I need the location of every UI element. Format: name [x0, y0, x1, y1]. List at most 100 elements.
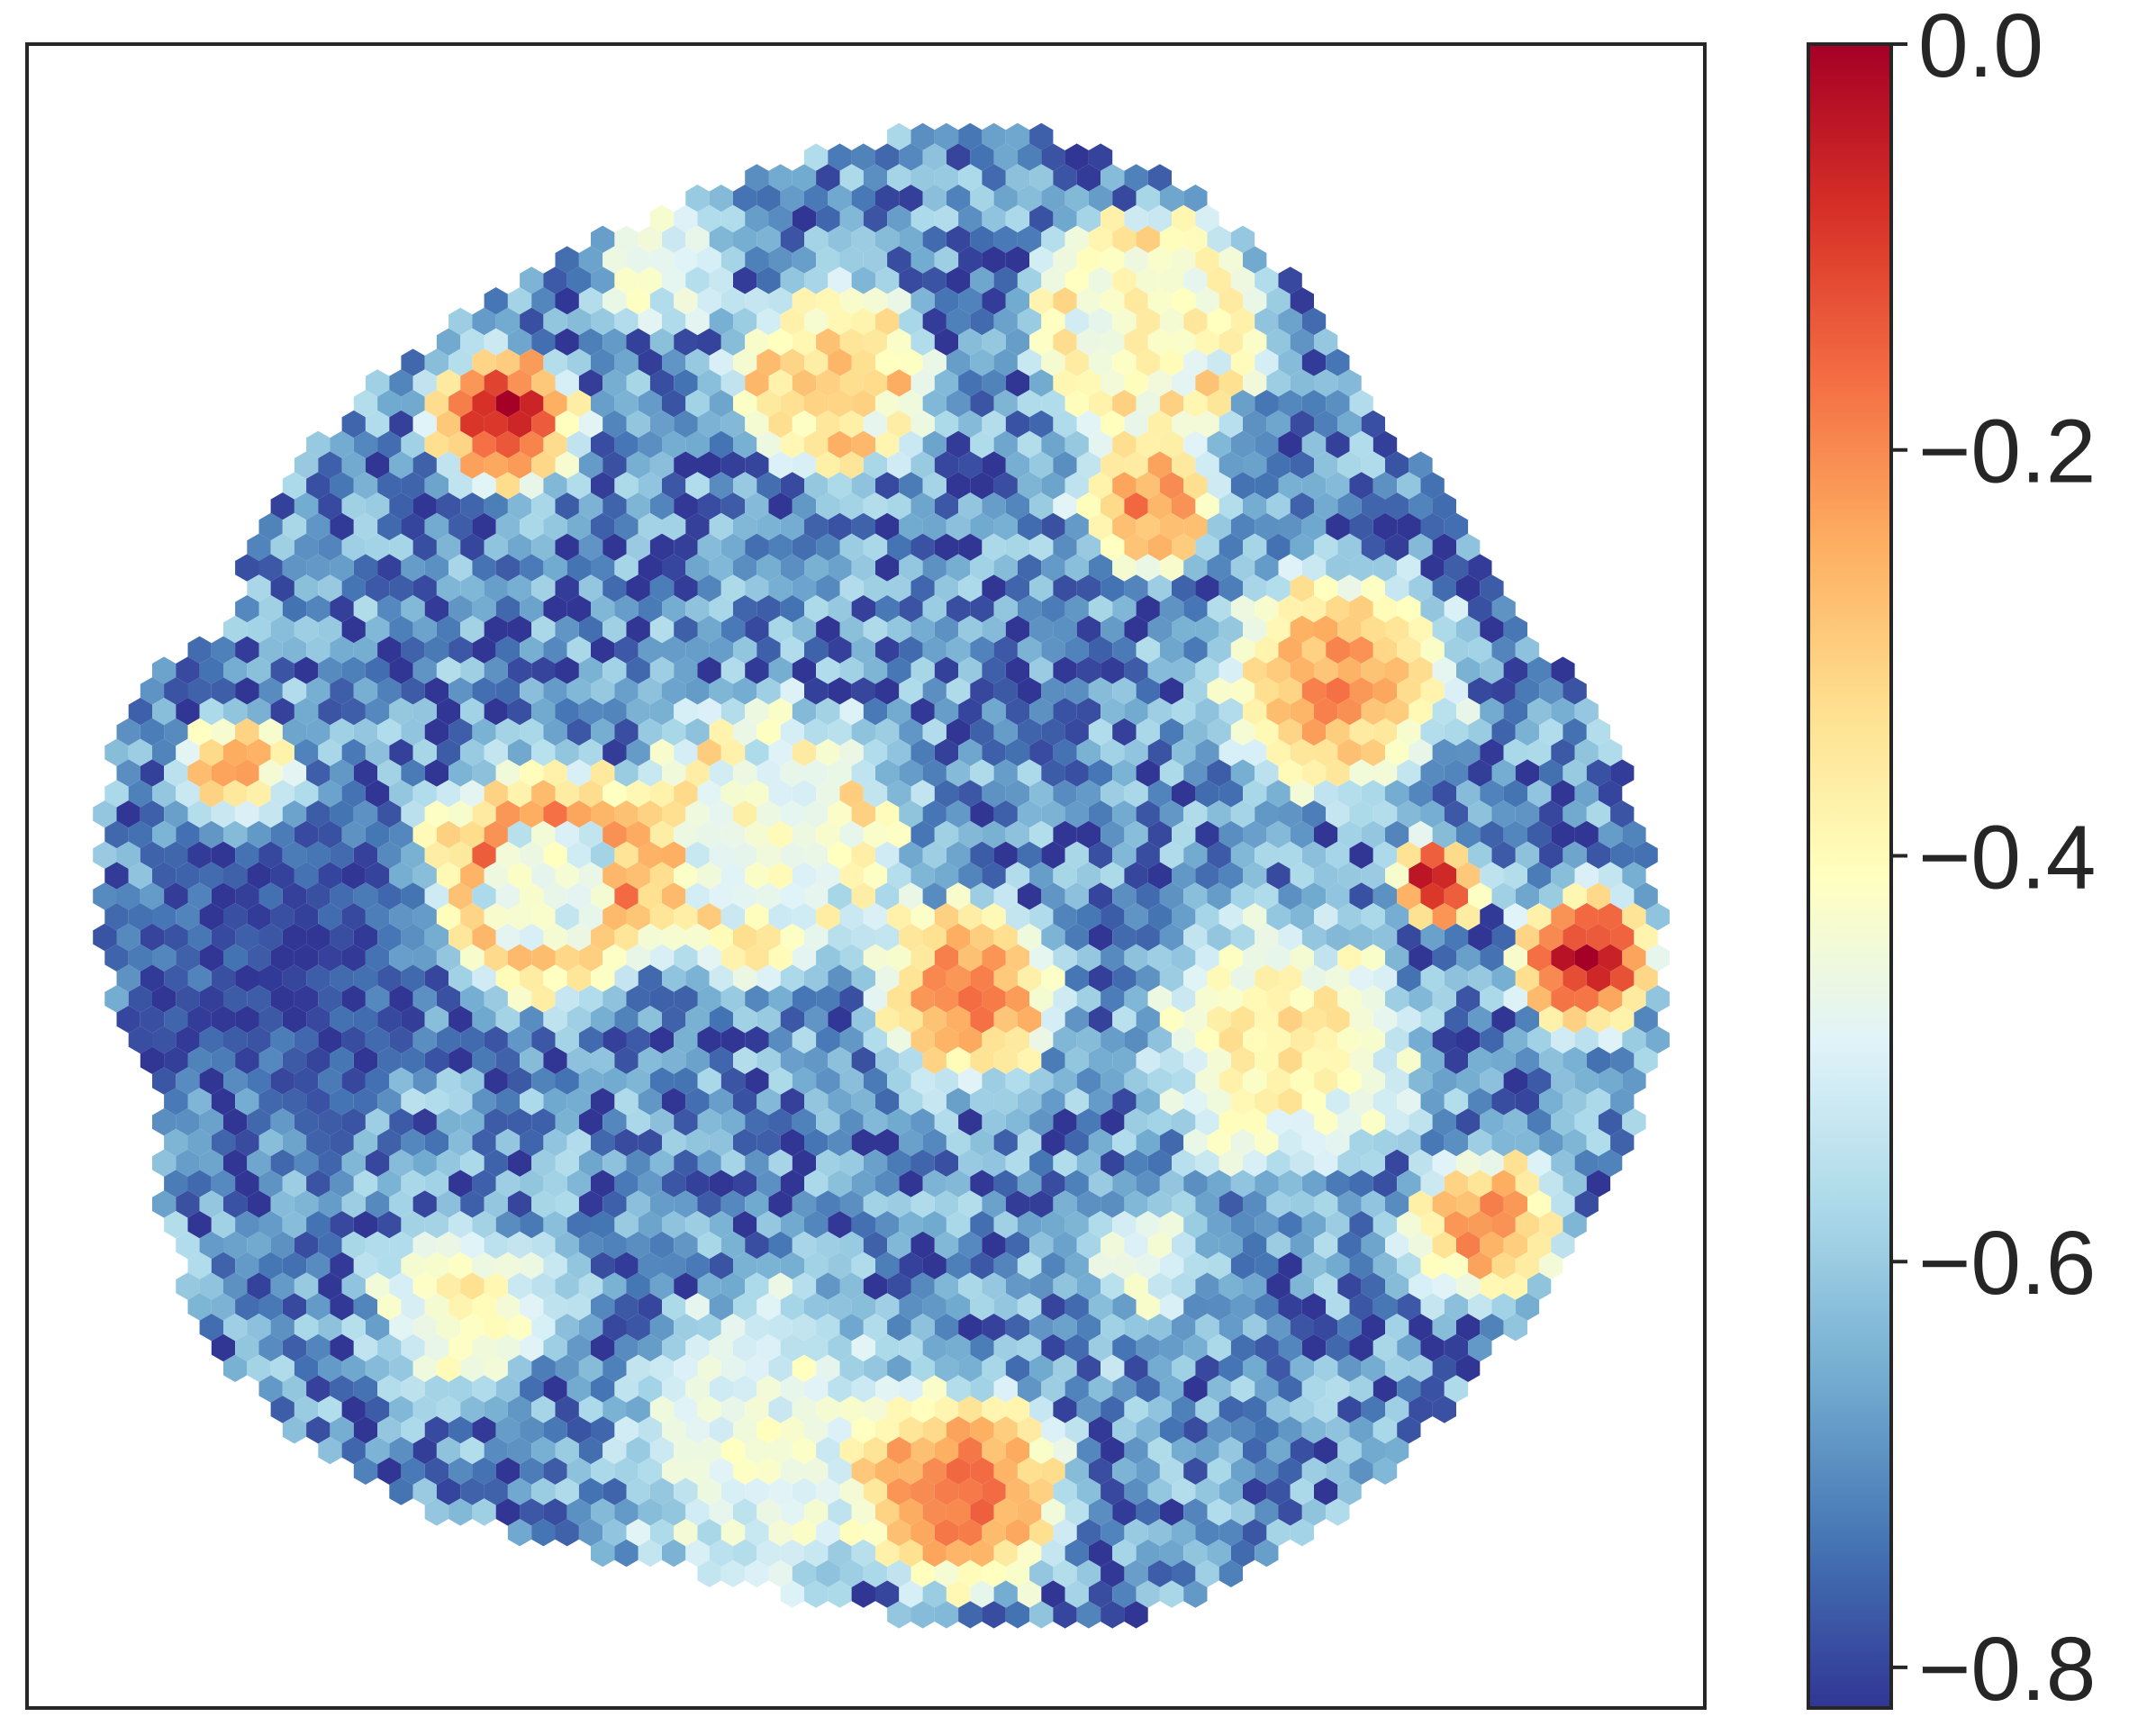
- hex-cell: [720, 698, 746, 726]
- hex-cell: [910, 410, 935, 438]
- hex-cell: [1326, 472, 1350, 500]
- hex-cell: [365, 820, 390, 849]
- hex-cell: [1053, 369, 1077, 397]
- hex-cell: [199, 698, 223, 726]
- hex-cell: [839, 369, 864, 397]
- hex-cell: [922, 554, 947, 582]
- hex-cell: [839, 656, 864, 684]
- hex-cell: [626, 820, 650, 849]
- hex-cell: [1255, 841, 1279, 869]
- hex-cell: [1301, 390, 1327, 418]
- hex-cell: [1527, 738, 1552, 766]
- hex-cell: [176, 862, 200, 890]
- hex-cell: [1278, 348, 1302, 376]
- hex-cell: [863, 738, 888, 766]
- hex-cell: [1314, 738, 1338, 766]
- hex-cell: [745, 451, 769, 479]
- hex-cell: [520, 472, 544, 500]
- hex-cell: [353, 595, 378, 623]
- hex-cell: [93, 800, 117, 828]
- hex-cell: [1563, 882, 1587, 910]
- hex-cell: [1326, 882, 1350, 910]
- hex-cell: [614, 595, 639, 623]
- hex-cell: [1218, 656, 1243, 684]
- hex-cell: [377, 800, 402, 828]
- hex-cell: [851, 512, 875, 541]
- hex-cell: [828, 185, 852, 212]
- hex-cell: [128, 862, 152, 890]
- hex-cell: [804, 800, 829, 828]
- hex-cell: [247, 574, 271, 602]
- hex-cell: [282, 472, 307, 500]
- hex-cell: [934, 246, 959, 274]
- hex-cell: [910, 204, 935, 233]
- hex-cell: [970, 841, 994, 869]
- hex-cell: [401, 554, 425, 582]
- hex-cell: [709, 923, 733, 952]
- hex-cell: [448, 841, 473, 869]
- hex-cell: [1361, 656, 1385, 684]
- hex-cell: [602, 820, 627, 849]
- hex-cell: [318, 451, 342, 479]
- hex-cell: [365, 410, 390, 438]
- hex-cell: [1124, 246, 1148, 274]
- hex-cell: [591, 759, 615, 787]
- hex-cell: [934, 780, 959, 808]
- hex-cell: [887, 862, 911, 890]
- hex-cell: [377, 554, 402, 582]
- hex-cell: [306, 923, 331, 952]
- hex-cell: [1409, 820, 1433, 849]
- hex-cell: [1326, 554, 1350, 582]
- hex-cell: [1005, 903, 1030, 931]
- hex-cell: [1147, 328, 1172, 356]
- hex-cell: [922, 841, 947, 869]
- hex-cell: [555, 615, 579, 644]
- hex-cell: [436, 820, 461, 849]
- hex-cell: [685, 718, 710, 746]
- hex-cell: [875, 800, 900, 828]
- hex-cell: [116, 718, 140, 746]
- hex-cell: [697, 615, 721, 644]
- hex-cell: [697, 451, 721, 479]
- hex-cell: [1444, 595, 1469, 623]
- hex-cell: [578, 574, 603, 602]
- hex-cell: [887, 903, 911, 931]
- hex-cell: [970, 800, 994, 828]
- hex-cell: [851, 143, 875, 171]
- hex-cell: [555, 287, 579, 315]
- hex-cell: [756, 430, 781, 458]
- hex-cell: [614, 225, 639, 253]
- hex-cell: [1527, 780, 1552, 808]
- hex-cell: [922, 882, 947, 910]
- hex-cell: [638, 430, 662, 458]
- hex-cell: [1574, 698, 1599, 726]
- hex-cell: [424, 800, 449, 828]
- hex-cell: [887, 369, 911, 397]
- hex-cell: [780, 923, 804, 952]
- hex-cell: [152, 698, 177, 726]
- hex-cell: [591, 636, 615, 664]
- hex-cell: [662, 307, 686, 336]
- hex-cell: [318, 738, 342, 766]
- hex-cell: [1136, 595, 1160, 623]
- hex-cell: [1101, 164, 1125, 192]
- hex-cell: [566, 267, 591, 294]
- hex-cell: [128, 738, 152, 766]
- hex-cell: [1076, 862, 1101, 890]
- colorbar-tick-label: −0.4: [1918, 807, 2096, 908]
- hex-cell: [1041, 841, 1065, 869]
- hex-cell: [436, 492, 461, 520]
- hex-cell: [887, 738, 911, 766]
- hex-cell: [982, 164, 1006, 192]
- hex-cell: [555, 780, 579, 808]
- hex-cell: [448, 307, 473, 336]
- hex-cell: [922, 307, 947, 336]
- hex-cell: [1326, 718, 1350, 746]
- hex-cell: [1005, 492, 1030, 520]
- hex-cell: [152, 738, 177, 766]
- hex-cell: [1290, 780, 1314, 808]
- hex-cell: [531, 698, 556, 726]
- hex-cell: [1598, 738, 1623, 766]
- hex-cell: [1041, 430, 1065, 458]
- hex-cell: [958, 862, 983, 890]
